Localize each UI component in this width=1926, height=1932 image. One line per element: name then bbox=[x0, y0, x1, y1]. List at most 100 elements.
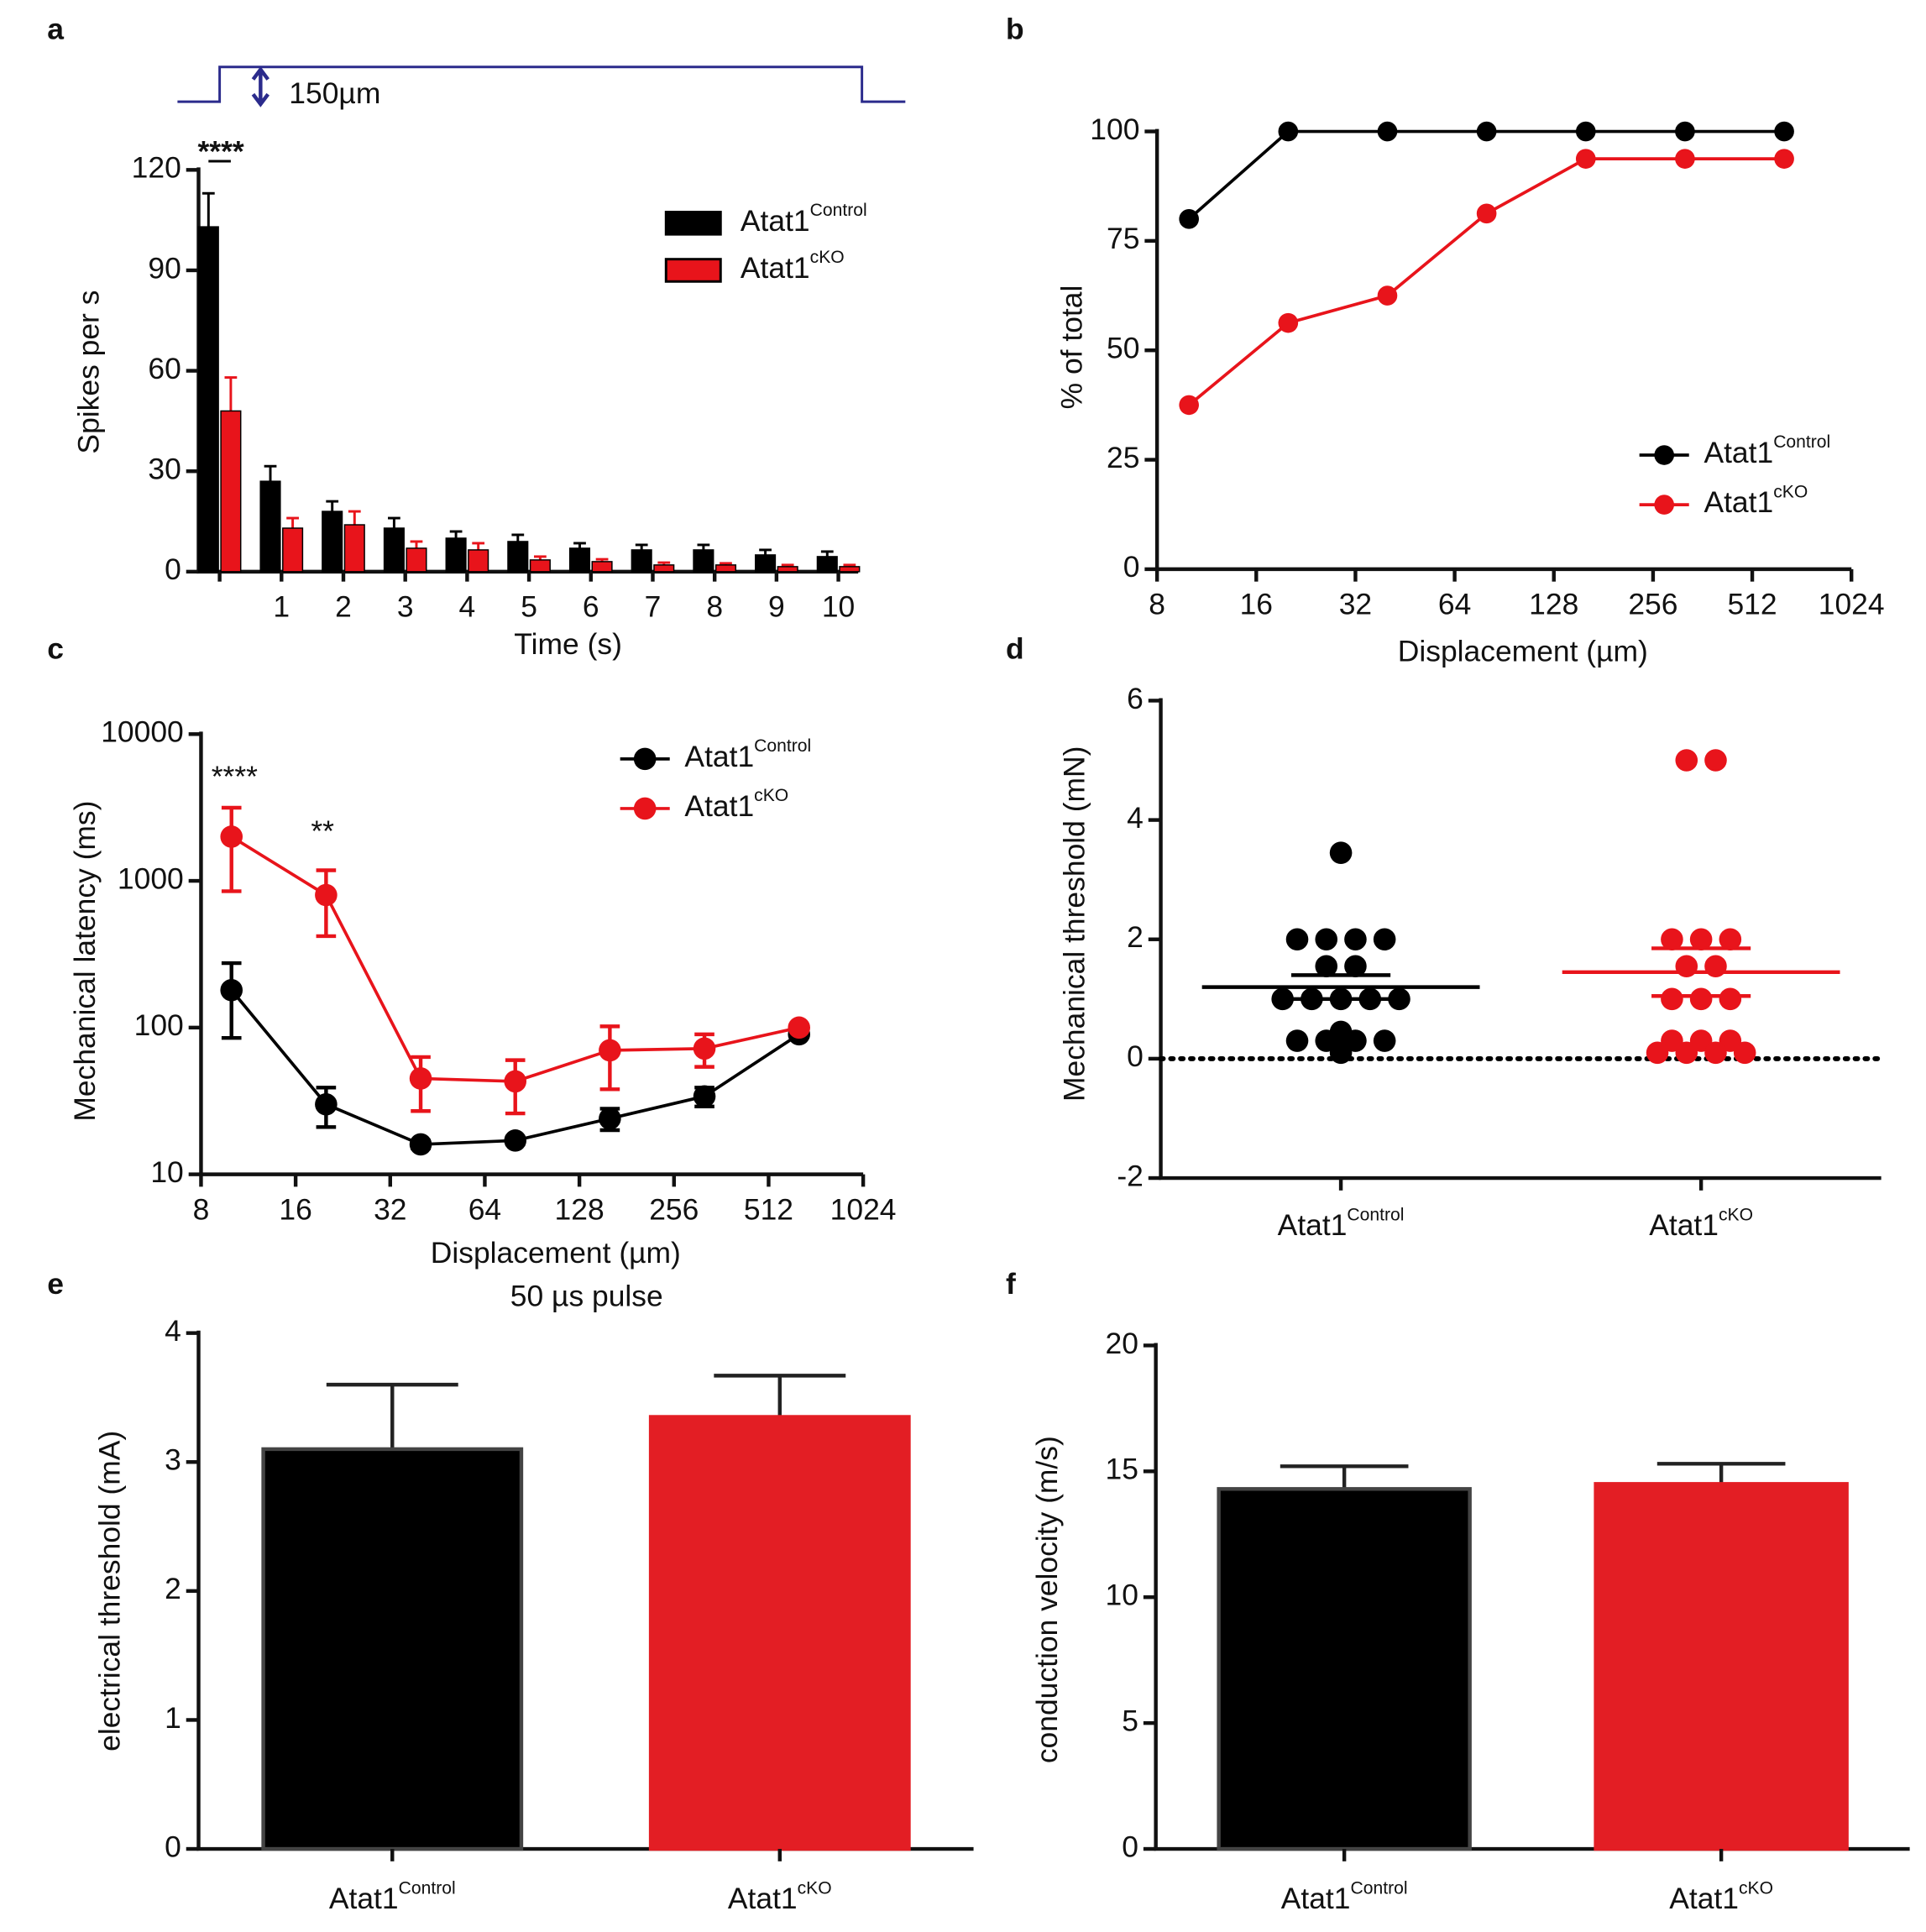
bar bbox=[259, 480, 281, 573]
legend-label: Atat1cKO bbox=[684, 786, 788, 824]
bar bbox=[755, 554, 777, 573]
point bbox=[693, 1037, 716, 1060]
point bbox=[1646, 1041, 1669, 1065]
point bbox=[315, 1092, 338, 1116]
point bbox=[1278, 121, 1299, 142]
bar bbox=[1217, 1487, 1472, 1851]
y-tick-label: 20 bbox=[1106, 1327, 1138, 1360]
bar bbox=[591, 561, 613, 573]
y-tick-label: 2 bbox=[165, 1572, 181, 1605]
y-tick-label: 10000 bbox=[101, 715, 184, 749]
x-axis-label: Time (s) bbox=[514, 627, 622, 661]
x-tick-label: 512 bbox=[744, 1192, 793, 1226]
x-tick-label-sup: Control bbox=[1350, 1878, 1407, 1898]
x-tick-label: 64 bbox=[468, 1192, 501, 1226]
legend-label-base: Atat1 bbox=[684, 740, 754, 773]
y-axis-label: conduction velocity (m/s) bbox=[1030, 1436, 1064, 1763]
point bbox=[1661, 928, 1683, 951]
y-tick-label: 2 bbox=[1127, 920, 1144, 954]
bar bbox=[220, 410, 242, 573]
x-tick-label-sup: cKO bbox=[798, 1878, 832, 1898]
x-tick-label: 16 bbox=[1240, 588, 1273, 621]
point bbox=[1373, 928, 1396, 951]
x-tick-label: 512 bbox=[1727, 588, 1777, 621]
y-tick-label: 5 bbox=[1122, 1704, 1138, 1738]
x-axis-label: Displacement (µm) bbox=[1398, 635, 1648, 668]
y-tick-label: 10 bbox=[150, 1155, 183, 1189]
x-tick-label: 3 bbox=[397, 590, 414, 624]
y-tick-label: 3 bbox=[165, 1443, 181, 1477]
x-tick-label: 1024 bbox=[1819, 588, 1885, 621]
bar bbox=[816, 556, 838, 573]
x-tick-label: 8 bbox=[706, 590, 723, 624]
x-tick-label: 32 bbox=[1339, 588, 1372, 621]
point bbox=[1733, 1041, 1756, 1065]
bar bbox=[197, 226, 219, 573]
panel-label: c bbox=[47, 632, 64, 666]
point bbox=[1476, 203, 1497, 224]
annotation: ** bbox=[311, 814, 334, 848]
y-tick-label: 90 bbox=[148, 251, 181, 285]
panel-label: e bbox=[47, 1267, 64, 1301]
point bbox=[788, 1016, 811, 1039]
x-tick-label: 1024 bbox=[830, 1192, 897, 1226]
legend-label: Atat1cKO bbox=[741, 248, 845, 285]
x-tick-label-base: Atat1 bbox=[1669, 1882, 1739, 1915]
point bbox=[1719, 928, 1742, 951]
point bbox=[1689, 928, 1713, 951]
bar bbox=[507, 541, 529, 573]
point bbox=[1373, 1029, 1396, 1052]
point bbox=[1704, 749, 1727, 772]
x-tick-label-sup: cKO bbox=[1719, 1205, 1753, 1224]
x-tick-label-base: Atat1 bbox=[1649, 1208, 1719, 1242]
series-line bbox=[1187, 157, 1785, 406]
y-tick-label: 120 bbox=[132, 151, 181, 185]
x-tick-label: 256 bbox=[649, 1192, 699, 1226]
point bbox=[1344, 928, 1367, 951]
legend-marker bbox=[1654, 495, 1674, 515]
chart-title: 50 µs pulse bbox=[510, 1280, 663, 1313]
point bbox=[1179, 209, 1199, 229]
bar bbox=[261, 1447, 524, 1851]
legend-label-sup: Control bbox=[754, 736, 811, 756]
y-tick-label: 6 bbox=[1127, 682, 1144, 715]
y-axis-label: % of total bbox=[1055, 285, 1089, 410]
bar bbox=[777, 566, 798, 573]
point bbox=[504, 1070, 527, 1093]
y-tick-label: 1000 bbox=[118, 861, 184, 895]
legend-swatch bbox=[664, 211, 722, 236]
legend-marker bbox=[1654, 445, 1674, 465]
x-tick-label: Atat1cKO bbox=[1669, 1878, 1773, 1916]
legend-label: Atat1Control bbox=[741, 201, 867, 238]
x-tick-label: 2 bbox=[335, 590, 352, 624]
y-tick-label: 50 bbox=[1107, 332, 1139, 365]
x-tick-label: 10 bbox=[822, 590, 855, 624]
x-tick-label: 4 bbox=[459, 590, 476, 624]
bar bbox=[468, 549, 489, 573]
point bbox=[1575, 121, 1596, 142]
point bbox=[1689, 987, 1713, 1011]
y-axis-label: electrical threshold (mA) bbox=[92, 1431, 126, 1751]
point bbox=[1675, 149, 1695, 169]
point bbox=[1315, 928, 1338, 951]
bar bbox=[445, 537, 467, 573]
x-tick-label: Atat1cKO bbox=[728, 1878, 832, 1916]
panel-label: f bbox=[1006, 1267, 1016, 1301]
x-tick-label: 128 bbox=[1529, 588, 1578, 621]
y-tick-label: 0 bbox=[1122, 1830, 1138, 1863]
y-tick-label: 75 bbox=[1107, 222, 1139, 255]
y-axis-label: Mechanical latency (ms) bbox=[68, 801, 102, 1122]
panel-label: b bbox=[1006, 12, 1024, 45]
x-tick-label-base: Atat1 bbox=[1278, 1208, 1348, 1242]
y-tick-label: 0 bbox=[1123, 550, 1140, 584]
y-tick-label: 30 bbox=[148, 453, 181, 486]
panel-label: d bbox=[1006, 632, 1024, 666]
x-tick-label: 9 bbox=[768, 590, 785, 624]
y-tick-label: 60 bbox=[148, 352, 181, 385]
y-tick-label: 25 bbox=[1107, 441, 1139, 474]
point bbox=[504, 1129, 527, 1152]
point bbox=[1774, 121, 1794, 142]
annotation: **** bbox=[212, 760, 258, 793]
point bbox=[1329, 1041, 1353, 1065]
y-axis-label: Mechanical threshold (mN) bbox=[1057, 746, 1091, 1102]
